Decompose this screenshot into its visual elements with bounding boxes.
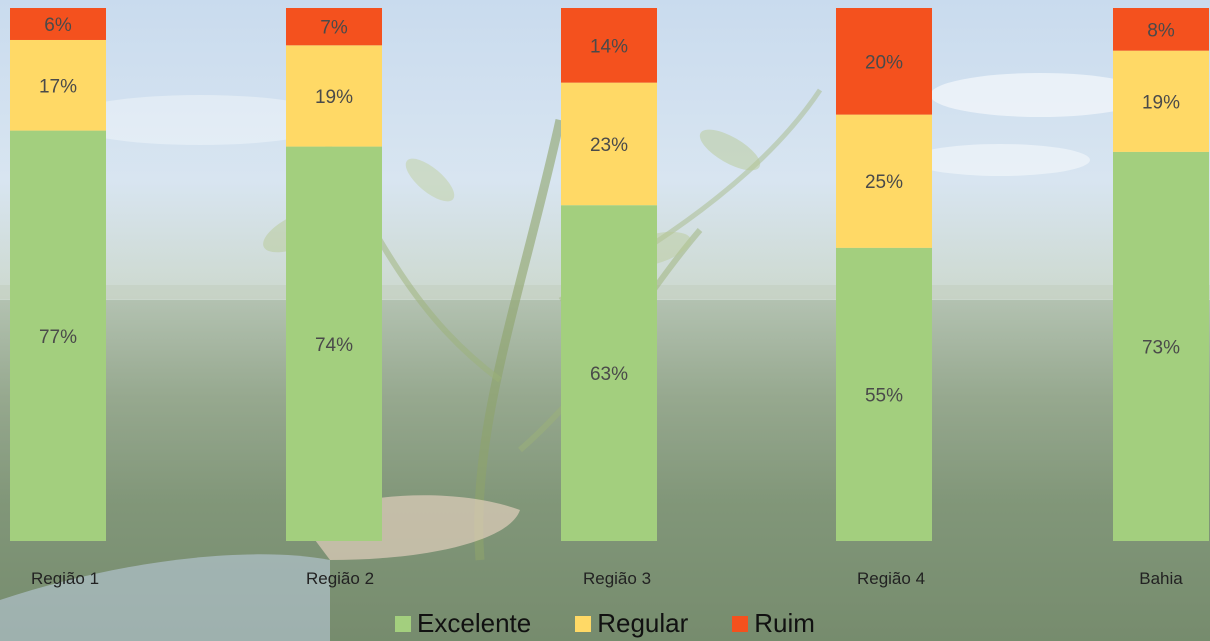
bar-segment-regular-regiao-1 bbox=[10, 39, 106, 131]
data-label-excelente-regiao-3: 63% bbox=[590, 364, 628, 385]
legend-item-excelente: Excelente bbox=[395, 608, 531, 639]
category-label-regiao-3: Região 3 bbox=[583, 569, 651, 588]
bar-segment-excelente-bahia bbox=[1113, 151, 1209, 541]
bar-segment-ruim-regiao-2 bbox=[286, 8, 382, 46]
bar-segment-ruim-regiao-1 bbox=[10, 8, 106, 40]
legend-label-excelente: Excelente bbox=[417, 608, 532, 638]
data-label-regular-regiao-3: 23% bbox=[590, 135, 628, 156]
bar-segment-regular-regiao-4 bbox=[836, 114, 932, 248]
data-label-excelente-regiao-1: 77% bbox=[39, 327, 77, 348]
category-label-bahia: Bahia bbox=[1139, 569, 1183, 588]
bar-segment-regular-regiao-2 bbox=[286, 45, 382, 147]
bar-segment-regular-regiao-3 bbox=[561, 82, 657, 206]
legend-label-regular: Regular bbox=[597, 608, 689, 638]
data-label-ruim-bahia: 8% bbox=[1147, 20, 1175, 41]
chart-legend: Excelente Regular Ruim bbox=[0, 606, 1210, 641]
bar-segment-excelente-regiao-1 bbox=[10, 130, 106, 541]
data-label-ruim-regiao-1: 6% bbox=[44, 15, 72, 36]
data-label-regular-bahia: 19% bbox=[1142, 92, 1180, 113]
bar-segment-ruim-regiao-3 bbox=[561, 8, 657, 83]
bar-segment-ruim-regiao-4 bbox=[836, 8, 932, 115]
data-label-ruim-regiao-3: 14% bbox=[590, 36, 628, 57]
category-label-regiao-2: Região 2 bbox=[306, 569, 374, 588]
bar-segment-excelente-regiao-3 bbox=[561, 205, 657, 541]
legend-swatch-excelente bbox=[395, 615, 412, 632]
bar-segment-regular-bahia bbox=[1113, 50, 1209, 152]
category-label-regiao-4: Região 4 bbox=[857, 569, 925, 588]
legend-label-ruim: Ruim bbox=[754, 608, 815, 638]
legend-swatch-regular bbox=[575, 615, 592, 632]
data-label-regular-regiao-1: 17% bbox=[39, 76, 77, 97]
legend-item-ruim: Ruim bbox=[732, 608, 815, 639]
data-label-regular-regiao-4: 25% bbox=[865, 172, 903, 193]
legend-item-regular: Regular bbox=[575, 608, 688, 639]
legend-swatch-ruim bbox=[732, 615, 749, 632]
bar-segment-excelente-regiao-4 bbox=[836, 247, 932, 541]
bar-segment-ruim-bahia bbox=[1113, 8, 1209, 51]
data-label-excelente-bahia: 73% bbox=[1142, 337, 1180, 358]
data-label-ruim-regiao-4: 20% bbox=[865, 52, 903, 73]
data-label-excelente-regiao-2: 74% bbox=[315, 335, 353, 356]
data-label-excelente-regiao-4: 55% bbox=[865, 385, 903, 406]
data-label-regular-regiao-2: 19% bbox=[315, 87, 353, 108]
bar-segment-excelente-regiao-2 bbox=[286, 146, 382, 541]
category-label-regiao-1: Região 1 bbox=[31, 569, 99, 588]
data-label-ruim-regiao-2: 7% bbox=[320, 18, 348, 39]
